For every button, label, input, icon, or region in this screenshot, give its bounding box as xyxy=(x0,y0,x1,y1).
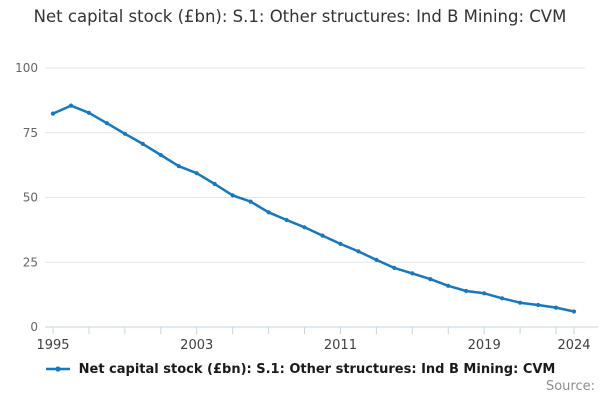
data-point xyxy=(302,225,307,230)
data-point xyxy=(284,217,289,223)
x-tick-label: 2019 xyxy=(468,338,501,353)
data-point xyxy=(320,233,325,238)
data-point xyxy=(428,277,433,282)
data-point xyxy=(500,296,505,301)
data-point xyxy=(230,193,235,198)
data-point xyxy=(50,111,56,116)
data-point xyxy=(176,164,181,169)
data-point xyxy=(553,305,559,310)
data-point xyxy=(122,131,127,136)
legend-line-marker-icon xyxy=(45,366,70,372)
x-tick-label: 2003 xyxy=(180,338,213,353)
data-point xyxy=(104,121,109,126)
y-tick-label: 0 xyxy=(30,320,38,334)
data-point xyxy=(248,199,253,204)
legend-label: Net capital stock (£bn): S.1: Other stru… xyxy=(78,361,556,377)
data-point xyxy=(518,300,523,305)
y-tick-label: 75 xyxy=(23,126,38,140)
data-point xyxy=(158,152,163,158)
y-tick-label: 50 xyxy=(23,191,38,205)
legend: Net capital stock (£bn): S.1: Other stru… xyxy=(0,360,600,378)
chart-title: Net capital stock (£bn): S.1: Other stru… xyxy=(0,6,600,28)
x-tick-label: 2011 xyxy=(324,338,357,353)
data-point xyxy=(482,291,487,296)
data-point xyxy=(392,265,397,270)
y-tick-label: 100 xyxy=(15,61,38,75)
data-point xyxy=(86,110,91,115)
legend-dot xyxy=(55,366,61,372)
chart-title-text: Net capital stock (£bn): S.1: Other stru… xyxy=(33,7,567,26)
data-point xyxy=(68,103,74,108)
data-point xyxy=(464,288,469,294)
source-label: Source: xyxy=(545,379,595,394)
data-point xyxy=(536,302,541,308)
data-point xyxy=(356,249,361,254)
data-point xyxy=(410,271,415,276)
data-point xyxy=(446,283,451,288)
data-point xyxy=(140,141,145,146)
data-point xyxy=(571,309,577,314)
x-tick-label: 2024 xyxy=(557,338,590,353)
x-tick-label: 1995 xyxy=(36,338,69,353)
legend-item[interactable]: Net capital stock (£bn): S.1: Other stru… xyxy=(45,361,556,377)
data-point xyxy=(374,257,379,262)
data-point xyxy=(338,241,343,246)
data-point xyxy=(266,210,271,215)
data-line xyxy=(51,104,576,313)
data-point xyxy=(212,181,217,187)
data-point xyxy=(194,171,199,176)
y-tick-label: 25 xyxy=(23,255,38,269)
